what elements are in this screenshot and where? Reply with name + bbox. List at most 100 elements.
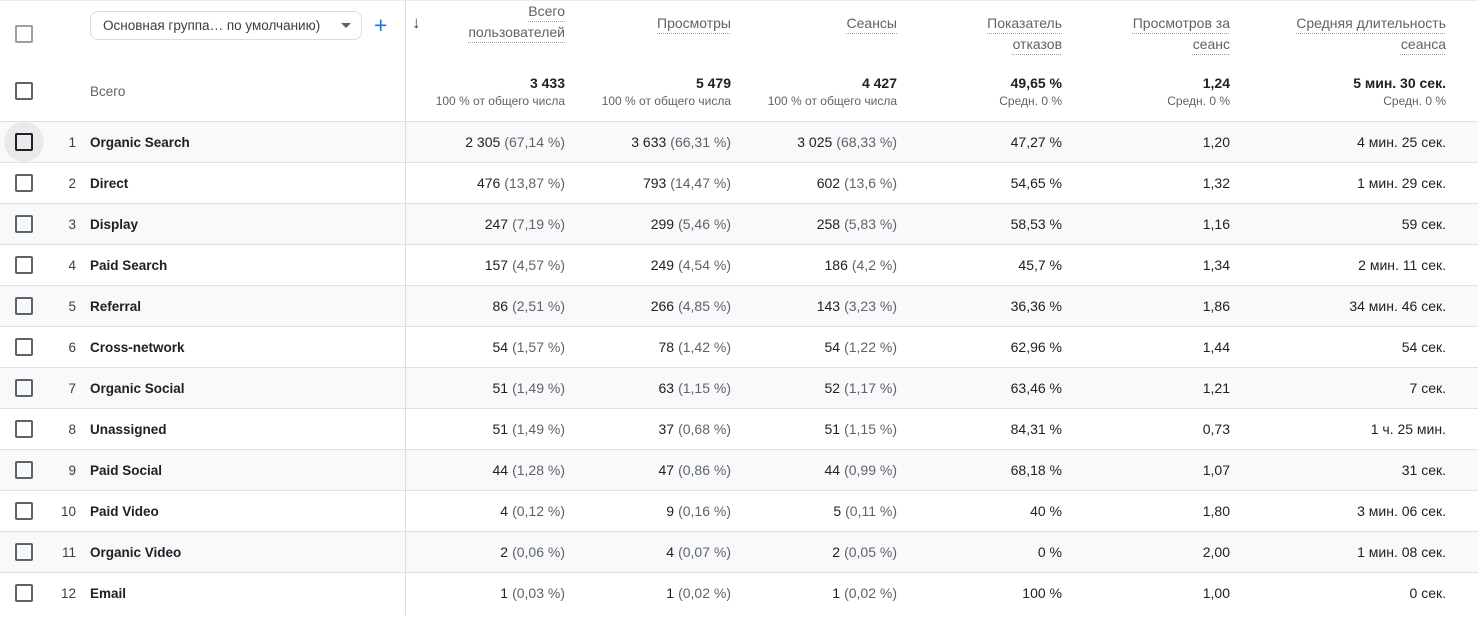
row-checkbox-cell[interactable] bbox=[0, 215, 50, 233]
metric-bounce-rate: 100 % bbox=[1022, 585, 1062, 601]
totals-row: Всего 3 433 100 % от общего числа 5 479 … bbox=[0, 61, 1478, 121]
metric-bounce-rate: 47,27 % bbox=[1010, 134, 1062, 150]
channel-name: Paid Social bbox=[90, 462, 163, 478]
total-sub: Средн. 0 % bbox=[999, 94, 1062, 108]
header-checkbox[interactable] bbox=[15, 25, 33, 43]
channel-name: Email bbox=[90, 585, 127, 601]
column-header-sessions-cell: Сеансы bbox=[731, 1, 897, 34]
metric-users: 51 (1,49 %) bbox=[492, 380, 566, 396]
metric-views: 37 (0,68 %) bbox=[658, 421, 732, 437]
row-index: 10 bbox=[60, 503, 76, 519]
total-sub: Средн. 0 % bbox=[1383, 94, 1446, 108]
row-checkbox-cell[interactable] bbox=[0, 338, 50, 356]
table-row: 9 Paid Social 44 (1,28 %) 47 (0,86 %) 44 (0… bbox=[0, 449, 1478, 490]
column-header-users[interactable]: Всего пользователей bbox=[468, 3, 565, 40]
metric-users: 51 (1,49 %) bbox=[492, 421, 566, 437]
row-checkbox-cell[interactable] bbox=[0, 122, 50, 162]
total-views-per-session: 1,24 Средн. 0 % bbox=[1062, 72, 1230, 110]
row-checkbox-cell[interactable] bbox=[0, 420, 50, 438]
row-checkbox[interactable] bbox=[15, 133, 33, 151]
plus-icon: + bbox=[374, 12, 388, 38]
row-checkbox[interactable] bbox=[15, 461, 33, 479]
column-header-duration-cell: Средняя длительность сеанса bbox=[1230, 1, 1446, 55]
total-sub: 100 % от общего числа bbox=[767, 94, 897, 108]
metric-sessions: 186 (4,2 %) bbox=[824, 257, 897, 273]
row-index: 11 bbox=[61, 544, 76, 560]
total-sub: 100 % от общего числа bbox=[601, 94, 731, 108]
column-header-views-per-session[interactable]: Просмотров за сеанс bbox=[1132, 15, 1230, 52]
row-checkbox[interactable] bbox=[15, 338, 33, 356]
metric-sessions: 3 025 (68,33 %) bbox=[797, 134, 897, 150]
row-checkbox-cell[interactable] bbox=[0, 543, 50, 561]
channel-name: Paid Search bbox=[90, 257, 168, 273]
toolbar: Основная группа… по умолчанию) + bbox=[90, 1, 405, 40]
total-sessions: 4 427 100 % от общего числа bbox=[731, 72, 897, 110]
row-checkbox[interactable] bbox=[15, 379, 33, 397]
header-checkbox-cell[interactable] bbox=[0, 1, 50, 43]
row-checkbox-cell[interactable] bbox=[0, 174, 50, 192]
add-dimension-button[interactable]: + bbox=[374, 14, 387, 37]
total-sub: 100 % от общего числа bbox=[435, 94, 565, 108]
row-checkbox[interactable] bbox=[15, 584, 33, 602]
metric-sessions: 54 (1,22 %) bbox=[824, 339, 898, 355]
column-header-views[interactable]: Просмотры bbox=[657, 15, 731, 31]
metric-views: 78 (1,42 %) bbox=[658, 339, 732, 355]
column-header-bounce-rate[interactable]: Показатель отказов bbox=[987, 15, 1062, 52]
chevron-down-icon bbox=[341, 23, 351, 28]
column-header-avg-duration[interactable]: Средняя длительность сеанса bbox=[1296, 15, 1446, 52]
channel-name: Organic Search bbox=[90, 134, 190, 150]
metric-views: 1 (0,02 %) bbox=[666, 585, 731, 601]
metric-users: 86 (2,51 %) bbox=[492, 298, 566, 314]
row-checkbox[interactable] bbox=[15, 174, 33, 192]
table-body: 1 Organic Search 2 305 (67,14 %) 3 633 (66… bbox=[0, 121, 1478, 613]
row-checkbox-cell[interactable] bbox=[0, 584, 50, 602]
metric-views-per-session: 1,00 bbox=[1202, 585, 1230, 601]
metric-bounce-rate: 0 % bbox=[1037, 544, 1062, 560]
row-index: 9 bbox=[68, 462, 76, 478]
metric-avg-duration: 2 мин. 11 сек. bbox=[1358, 257, 1446, 273]
totals-checkbox[interactable] bbox=[15, 82, 33, 100]
row-index: 12 bbox=[60, 585, 76, 601]
channel-name: Direct bbox=[90, 175, 129, 191]
metric-sessions: 5 (0,11 %) bbox=[833, 503, 897, 519]
channel-name: Referral bbox=[90, 298, 142, 314]
row-checkbox-cell[interactable] bbox=[0, 256, 50, 274]
metric-sessions: 52 (1,17 %) bbox=[824, 380, 898, 396]
metric-bounce-rate: 62,96 % bbox=[1010, 339, 1062, 355]
row-index: 3 bbox=[68, 216, 76, 232]
metric-sessions: 602 (13,6 %) bbox=[816, 175, 897, 191]
row-checkbox-cell[interactable] bbox=[0, 502, 50, 520]
row-checkbox[interactable] bbox=[15, 420, 33, 438]
metric-users: 1 (0,03 %) bbox=[500, 585, 565, 601]
row-checkbox-cell[interactable] bbox=[0, 461, 50, 479]
row-checkbox[interactable] bbox=[15, 297, 33, 315]
row-checkbox-cell[interactable] bbox=[0, 297, 50, 315]
table-row: 1 Organic Search 2 305 (67,14 %) 3 633 (66… bbox=[0, 121, 1478, 162]
row-checkbox-cell[interactable] bbox=[0, 379, 50, 397]
column-header-sessions[interactable]: Сеансы bbox=[846, 15, 897, 31]
metric-views-per-session: 1,32 bbox=[1202, 175, 1230, 191]
metric-views-per-session: 1,80 bbox=[1202, 503, 1230, 519]
row-checkbox[interactable] bbox=[15, 502, 33, 520]
metric-users: 157 (4,57 %) bbox=[484, 257, 565, 273]
dimension-dropdown[interactable]: Основная группа… по умолчанию) bbox=[90, 11, 362, 40]
row-checkbox[interactable] bbox=[15, 256, 33, 274]
total-value: 5 479 bbox=[695, 75, 731, 91]
totals-checkbox-cell[interactable] bbox=[0, 82, 50, 100]
metric-sessions: 143 (3,23 %) bbox=[816, 298, 897, 314]
metric-views: 9 (0,16 %) bbox=[666, 503, 731, 519]
table-header: Основная группа… по умолчанию) + ↓ Всего… bbox=[0, 1, 1478, 61]
metric-views-per-session: 2,00 bbox=[1202, 544, 1230, 560]
metric-sessions: 44 (0,99 %) bbox=[824, 462, 898, 478]
row-checkbox[interactable] bbox=[15, 543, 33, 561]
total-users: 3 433 100 % от общего числа bbox=[405, 72, 565, 110]
metric-avg-duration: 1 мин. 29 сек. bbox=[1357, 175, 1446, 191]
column-header-views-cell: Просмотры bbox=[565, 1, 731, 34]
sort-descending-icon[interactable]: ↓ bbox=[412, 13, 421, 32]
metric-views-per-session: 1,16 bbox=[1202, 216, 1230, 232]
row-checkbox[interactable] bbox=[15, 215, 33, 233]
table-row: 10 Paid Video 4 (0,12 %) 9 (0,16 %) 5 (0,11… bbox=[0, 490, 1478, 531]
table-row: 8 Unassigned 51 (1,49 %) 37 (0,68 %) 51 (1,… bbox=[0, 408, 1478, 449]
row-index: 1 bbox=[68, 134, 76, 150]
table-row: 4 Paid Search 157 (4,57 %) 249 (4,54 %) 18… bbox=[0, 244, 1478, 285]
